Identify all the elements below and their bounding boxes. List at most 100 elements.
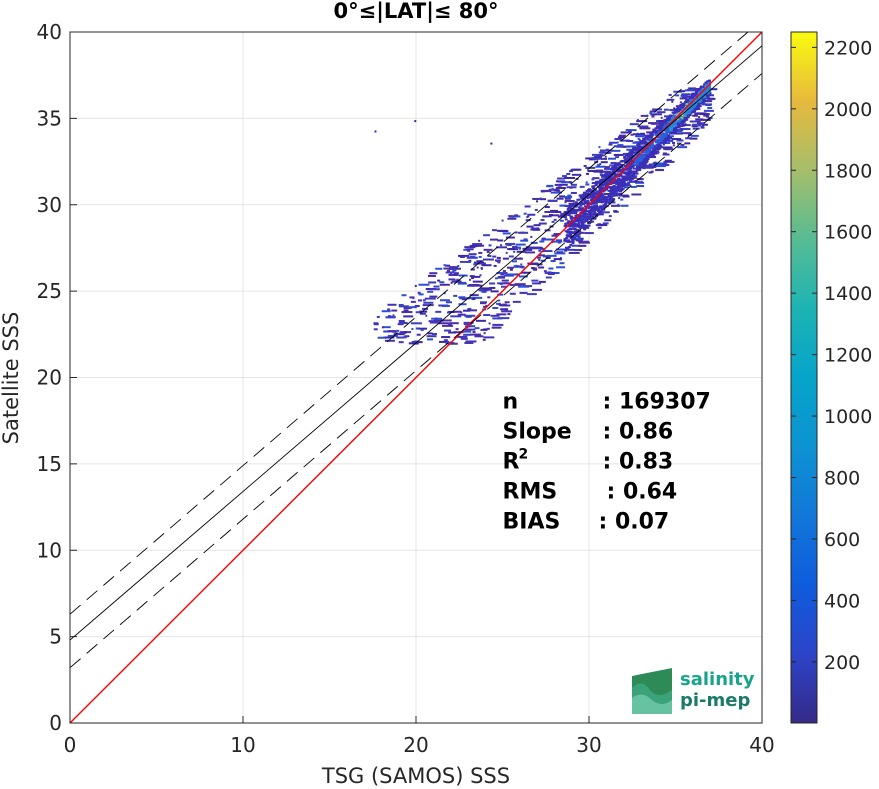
density-cell xyxy=(686,110,690,113)
density-cell xyxy=(608,215,612,218)
density-cell xyxy=(536,227,540,230)
colorbar: 200 400 600 800 1000 1200 1400 1600 1800 2000 2200 xyxy=(790,31,872,724)
density-cell xyxy=(672,144,675,147)
density-cell xyxy=(574,231,578,234)
density-cell xyxy=(507,217,517,220)
density-cell xyxy=(587,189,591,192)
density-cell xyxy=(654,129,665,132)
density-cell xyxy=(617,144,624,147)
x-tick-label: 30 xyxy=(576,733,601,757)
x-tick-label: 10 xyxy=(230,733,255,757)
density-cell xyxy=(559,262,565,265)
density-cell xyxy=(520,239,529,242)
density-cell xyxy=(571,241,575,244)
density-cell xyxy=(633,133,641,136)
density-cell xyxy=(532,197,541,200)
density-cell xyxy=(658,128,662,131)
density-cell xyxy=(605,188,609,191)
density-cell xyxy=(435,267,443,270)
density-cell xyxy=(584,220,588,223)
density-cell xyxy=(593,157,603,160)
density-cell xyxy=(692,94,696,97)
density-cell xyxy=(442,324,454,327)
density-cell xyxy=(681,119,685,122)
density-cell xyxy=(606,174,610,177)
density-cell xyxy=(593,217,597,220)
density-cell xyxy=(681,129,684,132)
density-cell xyxy=(590,192,594,195)
density-cell xyxy=(502,257,509,260)
density-cell xyxy=(565,237,569,240)
density-cell xyxy=(700,95,704,98)
density-cell xyxy=(585,196,589,199)
density-cell xyxy=(578,241,590,244)
density-cell xyxy=(554,252,566,255)
density-cell xyxy=(388,315,392,318)
density-cell xyxy=(620,169,624,172)
density-cell xyxy=(577,215,581,218)
density-cell xyxy=(603,200,607,203)
density-cell xyxy=(539,247,545,250)
density-cell xyxy=(628,173,632,176)
density-cell xyxy=(391,309,398,312)
density-cell xyxy=(619,182,623,185)
density-cell xyxy=(578,207,582,210)
density-cell xyxy=(563,238,567,241)
density-cell xyxy=(566,186,577,189)
density-cell xyxy=(650,142,654,145)
density-cell xyxy=(413,340,419,343)
density-cell xyxy=(594,184,598,187)
density-cell xyxy=(697,88,701,91)
density-cell xyxy=(652,108,655,111)
density-cell xyxy=(668,137,672,140)
density-cell xyxy=(592,187,596,190)
density-cell xyxy=(401,294,407,297)
density-cell xyxy=(651,115,655,118)
density-cell xyxy=(585,183,590,186)
density-cell xyxy=(525,251,536,254)
density-cell xyxy=(643,149,647,152)
density-cell xyxy=(619,174,623,177)
density-cell xyxy=(640,142,644,145)
density-cell xyxy=(597,201,601,204)
density-cell xyxy=(567,194,572,197)
density-cell xyxy=(467,309,478,312)
density-cell xyxy=(459,297,471,300)
density-cell xyxy=(685,108,689,111)
regression-line xyxy=(70,45,762,641)
density-cell xyxy=(676,113,680,116)
density-cell xyxy=(671,132,683,135)
density-cell xyxy=(470,268,475,271)
density-cell xyxy=(695,118,704,121)
density-cell xyxy=(638,161,642,164)
density-cell xyxy=(694,112,701,115)
density-cell xyxy=(480,267,483,270)
density-cell xyxy=(472,280,483,283)
density-cell xyxy=(584,218,588,221)
density-cell xyxy=(634,141,644,144)
density-cell xyxy=(467,307,472,310)
density-cell xyxy=(619,139,630,142)
density-cell xyxy=(673,115,677,118)
density-cell xyxy=(658,121,662,124)
density-cell xyxy=(564,213,568,216)
density-cell xyxy=(457,265,460,268)
density-cell xyxy=(599,198,603,201)
density-cell xyxy=(707,106,713,109)
density-cell xyxy=(505,236,515,239)
density-cell xyxy=(669,129,673,132)
density-cell xyxy=(598,184,602,187)
density-cell xyxy=(630,153,634,156)
density-cell xyxy=(594,206,598,209)
density-cell xyxy=(396,329,400,332)
density-cell xyxy=(638,142,642,145)
density-cell xyxy=(608,141,617,144)
density-cell xyxy=(546,254,557,257)
density-cell xyxy=(398,303,404,306)
density-cell xyxy=(618,194,629,197)
density-cell xyxy=(503,274,514,277)
density-cell xyxy=(654,152,658,155)
density-cell xyxy=(596,190,600,193)
density-cell xyxy=(632,147,636,150)
density-cell xyxy=(482,258,494,261)
